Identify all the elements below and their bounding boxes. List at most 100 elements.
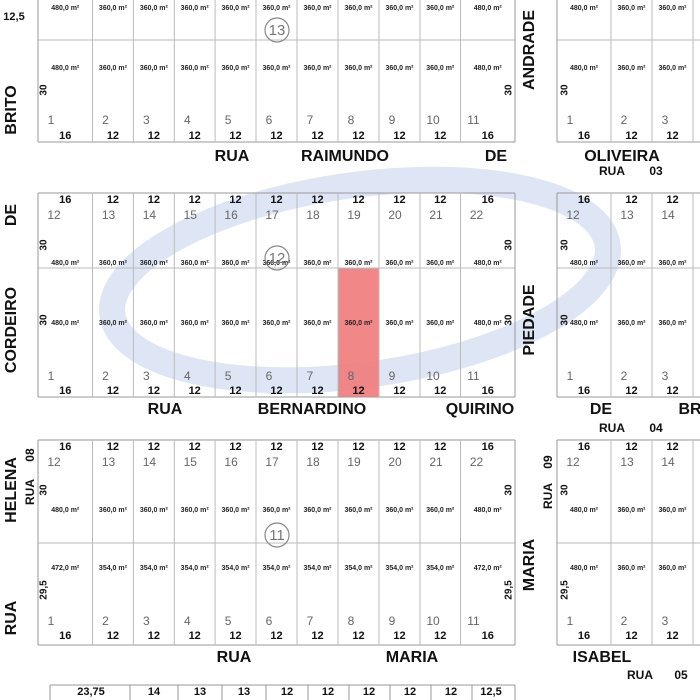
lot-area: 360,0 m² [140, 320, 169, 327]
lot-area: 360,0 m² [426, 260, 455, 267]
lot-area: 354,0 m² [140, 565, 169, 572]
lot-area: 480,0 m² [51, 65, 80, 72]
lot-depth: 30 [39, 484, 50, 496]
lot-area: 480,0 m² [570, 320, 599, 327]
lot-depth: 30 [504, 84, 515, 96]
lot-number: 14 [143, 208, 157, 222]
lot-number: 2 [102, 614, 109, 628]
lot-width: 12 [189, 130, 201, 142]
lot-number: 17 [265, 208, 279, 222]
lot-area: 480,0 m² [474, 507, 503, 514]
lot-width: 12 [352, 441, 364, 453]
lot-width: 12 [311, 385, 323, 397]
lot-width: 16 [482, 385, 494, 397]
lot-number: 9 [389, 614, 396, 628]
lot-area: 360,0 m² [222, 65, 251, 72]
street-name: BRITO [3, 85, 20, 134]
lot-number: 13 [620, 208, 634, 222]
lot-width: 12 [445, 686, 457, 698]
lot-number: 6 [266, 614, 273, 628]
lot-area: 480,0 m² [474, 5, 503, 12]
lot-width: 12 [625, 441, 637, 453]
lot-number: 20 [388, 208, 402, 222]
lot-width: 16 [482, 630, 494, 642]
lot-width: 12 [666, 385, 678, 397]
block-number-circle [264, 522, 290, 548]
lot-width: 16 [482, 194, 494, 206]
lot-area: 360,0 m² [99, 260, 128, 267]
lot-area: 360,0 m² [303, 507, 332, 514]
block-number: 12 [269, 250, 286, 267]
lot-number: 1 [567, 369, 574, 383]
lot-width: 12 [666, 194, 678, 206]
lot-depth: 30 [560, 314, 571, 326]
lot-depth: 30 [504, 314, 515, 326]
lot-width: 16 [482, 130, 494, 142]
lot-width: 12 [189, 441, 201, 453]
lot-area: 360,0 m² [222, 260, 251, 267]
corner-width: 12,5 [3, 11, 24, 23]
lot-area: 360,0 m² [303, 320, 332, 327]
lot-width: 12 [393, 385, 405, 397]
lot-area: 360,0 m² [617, 260, 646, 267]
lot-width: 12 [229, 130, 241, 142]
lot-number: 18 [306, 455, 320, 469]
lot-width: 12 [270, 385, 282, 397]
street-name: BR [678, 401, 700, 418]
lot-area: 360,0 m² [385, 260, 414, 267]
lot-number: 1 [567, 113, 574, 127]
lot-depth: 30 [39, 239, 50, 251]
lot-number: 11 [467, 614, 480, 628]
lot-number: 5 [225, 113, 232, 127]
lot-number: 13 [102, 208, 116, 222]
lot-area: 480,0 m² [51, 5, 80, 12]
street-name: RUA [148, 401, 183, 418]
lot-area: 360,0 m² [658, 260, 687, 267]
lot-area: 360,0 m² [658, 565, 687, 572]
lot-area: 360,0 m² [262, 507, 291, 514]
lot-area: 360,0 m² [140, 260, 169, 267]
street-name: MARIA [521, 538, 538, 591]
lot-width: 12 [107, 194, 119, 206]
lot-width: 12 [393, 441, 405, 453]
lot-number: 12 [566, 208, 580, 222]
highlighted-lot [338, 268, 379, 397]
lot-number: 10 [426, 614, 440, 628]
lot-area: 360,0 m² [181, 5, 210, 12]
lot-area: 360,0 m² [181, 507, 210, 514]
lot-number: 16 [224, 208, 238, 222]
lot-area: 480,0 m² [570, 5, 599, 12]
lot-area: 360,0 m² [426, 5, 455, 12]
lot-width: 12 [311, 130, 323, 142]
lot-width: 12 [270, 194, 282, 206]
lot-area: 360,0 m² [181, 260, 210, 267]
lot-width: 12 [270, 630, 282, 642]
lot-number: 8 [348, 614, 355, 628]
lot-number: 4 [184, 614, 191, 628]
street-code: RUA [541, 483, 555, 509]
lot-width: 12 [189, 630, 201, 642]
lot-area: 480,0 m² [474, 65, 503, 72]
street-code: 04 [649, 421, 663, 435]
street-code: 03 [649, 164, 663, 178]
lot-area: 360,0 m² [303, 5, 332, 12]
lot-width: 16 [578, 385, 590, 397]
street-code: RUA [599, 421, 625, 435]
lot-area: 480,0 m² [474, 320, 503, 327]
lot-number: 4 [184, 369, 191, 383]
lot-depth: 30 [560, 484, 571, 496]
lot-area: 360,0 m² [222, 507, 251, 514]
street-name: HELENA [3, 457, 20, 523]
street-code: RUA [599, 164, 625, 178]
lot-area: 360,0 m² [262, 260, 291, 267]
lot-width: 12 [270, 441, 282, 453]
lot-width: 12 [393, 130, 405, 142]
lot-number: 2 [621, 369, 628, 383]
street-name: QUIRINO [446, 401, 514, 418]
lot-width: 12 [352, 130, 364, 142]
lot-area: 360,0 m² [262, 65, 291, 72]
lot-area: 480,0 m² [570, 507, 599, 514]
lot-area: 360,0 m² [262, 5, 291, 12]
lot-width: 16 [59, 385, 71, 397]
